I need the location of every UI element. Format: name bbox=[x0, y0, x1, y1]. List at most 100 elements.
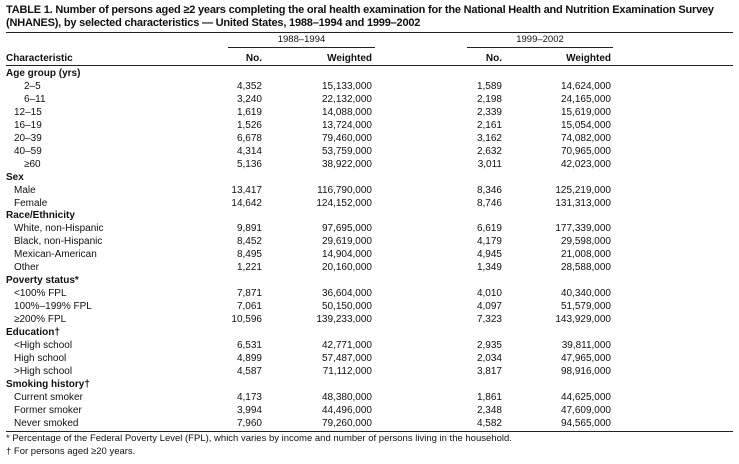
cell-weighted-1999-2002: 47,609,000 bbox=[560, 404, 611, 416]
row-label: Never smoked bbox=[14, 417, 79, 429]
cell-no-1988-1994: 7,061 bbox=[236, 301, 262, 313]
table-row: Former smoker 3,994 44,496,000 2,348 47,609,… bbox=[0, 404, 739, 417]
category-row: Sex bbox=[0, 171, 739, 184]
category-row: Smoking history† bbox=[0, 378, 739, 391]
cell-weighted-1999-2002: 21,008,000 bbox=[560, 249, 611, 261]
header-no-1988: No. bbox=[245, 53, 262, 64]
cell-no-1999-2002: 4,179 bbox=[476, 236, 502, 248]
cell-no-1999-2002: 7,323 bbox=[476, 314, 502, 326]
cell-no-1988-1994: 4,173 bbox=[236, 391, 262, 403]
row-label: 16–19 bbox=[14, 119, 42, 131]
cell-weighted-1988-1994: 13,724,000 bbox=[321, 119, 372, 131]
cell-no-1999-2002: 6,619 bbox=[476, 223, 502, 235]
cell-weighted-1999-2002: 70,965,000 bbox=[560, 145, 611, 157]
cell-weighted-1988-1994: 71,112,000 bbox=[322, 365, 372, 377]
cell-no-1999-2002: 3,162 bbox=[476, 132, 502, 144]
table-row: 100%–199% FPL 7,061 50,150,000 4,097 51,579,… bbox=[0, 300, 739, 313]
cell-no-1988-1994: 4,899 bbox=[236, 352, 262, 364]
cell-weighted-1999-2002: 177,339,000 bbox=[555, 223, 611, 235]
cell-no-1988-1994: 5,136 bbox=[236, 158, 262, 170]
table-row: Current smoker 4,173 48,380,000 1,861 44,625… bbox=[0, 391, 739, 404]
header-characteristic: Characteristic bbox=[6, 53, 73, 64]
category-row: Age group (yrs) bbox=[0, 67, 739, 80]
cell-no-1999-2002: 2,339 bbox=[476, 106, 502, 118]
table-row: 12–15 1,619 14,088,000 2,339 15,619,000 bbox=[0, 106, 739, 119]
cell-no-1988-1994: 13,417 bbox=[231, 184, 262, 196]
table-row: High school 4,899 57,487,000 2,034 47,965,00… bbox=[0, 352, 739, 365]
cell-weighted-1999-2002: 125,219,000 bbox=[555, 184, 611, 196]
cell-weighted-1988-1994: 22,132,000 bbox=[321, 93, 372, 105]
cell-no-1999-2002: 2,161 bbox=[476, 119, 502, 131]
category-label: Age group (yrs) bbox=[6, 68, 81, 79]
category-label: Race/Ethnicity bbox=[6, 210, 75, 222]
cell-weighted-1988-1994: 44,496,000 bbox=[321, 404, 372, 416]
table-row: 6–11 3,240 22,132,000 2,198 24,165,000 bbox=[0, 93, 739, 106]
row-label: Black, non-Hispanic bbox=[14, 236, 103, 248]
table-row: <100% FPL 7,871 36,604,000 4,010 40,340,000 bbox=[0, 287, 739, 300]
cell-no-1999-2002: 2,034 bbox=[476, 352, 502, 364]
row-label: 12–15 bbox=[14, 106, 42, 118]
table-row: 40–59 4,314 53,759,000 2,632 70,965,000 bbox=[0, 145, 739, 158]
footnote-poverty: * Percentage of the Federal Poverty Leve… bbox=[6, 433, 512, 444]
cell-no-1988-1994: 9,891 bbox=[236, 223, 262, 235]
header-weighted-1988: Weighted bbox=[327, 53, 372, 64]
cell-weighted-1988-1994: 124,152,000 bbox=[316, 197, 372, 209]
cell-no-1988-1994: 1,526 bbox=[236, 119, 262, 131]
header-rule bbox=[6, 65, 733, 66]
category-row: Poverty status* bbox=[0, 274, 739, 287]
cell-no-1999-2002: 4,582 bbox=[476, 417, 502, 429]
cell-weighted-1988-1994: 139,233,000 bbox=[316, 314, 372, 326]
row-label: 20–39 bbox=[14, 132, 42, 144]
cell-no-1988-1994: 4,352 bbox=[236, 80, 262, 92]
table-row: Mexican-American 8,495 14,904,000 4,945 21,0… bbox=[0, 248, 739, 261]
cell-weighted-1988-1994: 79,260,000 bbox=[321, 417, 372, 429]
row-label: Other bbox=[14, 262, 40, 274]
category-label: Education† bbox=[6, 327, 60, 338]
table-row: ≥60 5,136 38,922,000 3,011 42,023,000 bbox=[0, 158, 739, 171]
table-row: >High school 4,587 71,112,000 3,817 98,916,0… bbox=[0, 365, 739, 378]
table-row: Male 13,417 116,790,000 8,346 125,219,000 bbox=[0, 184, 739, 197]
row-label: Former smoker bbox=[14, 404, 82, 416]
table-row: ≥200% FPL 10,596 139,233,000 7,323 143,929,0… bbox=[0, 313, 739, 326]
cell-no-1999-2002: 8,746 bbox=[476, 197, 502, 209]
period-header-1999-2002: 1999–2002 bbox=[516, 34, 564, 45]
table-row: White, non-Hispanic 9,891 97,695,000 6,619 1… bbox=[0, 222, 739, 235]
cell-weighted-1988-1994: 57,487,000 bbox=[321, 352, 372, 364]
cell-weighted-1999-2002: 143,929,000 bbox=[555, 314, 611, 326]
row-label: 2–5 bbox=[24, 80, 41, 92]
row-label: Current smoker bbox=[14, 391, 83, 403]
cell-weighted-1988-1994: 97,695,000 bbox=[321, 223, 372, 235]
cell-weighted-1999-2002: 74,082,000 bbox=[560, 132, 611, 144]
category-label: Sex bbox=[6, 171, 24, 183]
table-row: 16–19 1,526 13,724,000 2,161 15,054,000 bbox=[0, 119, 739, 132]
cell-weighted-1988-1994: 36,604,000 bbox=[321, 288, 372, 300]
cell-weighted-1988-1994: 79,460,000 bbox=[321, 132, 372, 144]
header-no-1999: No. bbox=[485, 53, 502, 64]
top-rule bbox=[6, 32, 733, 33]
cell-weighted-1999-2002: 15,054,000 bbox=[560, 119, 611, 131]
cell-no-1988-1994: 6,531 bbox=[236, 339, 262, 351]
cell-no-1988-1994: 10,596 bbox=[231, 314, 262, 326]
cell-weighted-1999-2002: 98,916,000 bbox=[560, 365, 611, 377]
cell-weighted-1999-2002: 15,619,000 bbox=[560, 106, 611, 118]
cell-weighted-1999-2002: 14,624,000 bbox=[560, 80, 611, 92]
table-row: 20–39 6,678 79,460,000 3,162 74,082,000 bbox=[0, 132, 739, 145]
cell-weighted-1999-2002: 39,811,000 bbox=[561, 339, 611, 351]
row-label: 100%–199% FPL bbox=[14, 301, 92, 313]
footnote-age: † For persons aged ≥20 years. bbox=[6, 446, 136, 457]
table-row: Never smoked 7,960 79,260,000 4,582 94,565,0… bbox=[0, 417, 739, 430]
cell-weighted-1988-1994: 38,922,000 bbox=[321, 158, 372, 170]
table-title: TABLE 1. Number of persons aged ≥2 years… bbox=[6, 4, 714, 29]
cell-weighted-1999-2002: 40,340,000 bbox=[560, 288, 611, 300]
cell-no-1988-1994: 7,871 bbox=[236, 288, 262, 300]
cell-weighted-1988-1994: 42,771,000 bbox=[321, 339, 372, 351]
table-row: Female 14,642 124,152,000 8,746 131,313,000 bbox=[0, 197, 739, 210]
row-label: Male bbox=[14, 184, 36, 196]
cell-no-1999-2002: 3,817 bbox=[476, 365, 502, 377]
cell-weighted-1988-1994: 14,904,000 bbox=[321, 249, 372, 261]
cell-weighted-1999-2002: 94,565,000 bbox=[560, 417, 611, 429]
row-label: ≥200% FPL bbox=[14, 314, 67, 326]
cell-no-1988-1994: 4,314 bbox=[236, 145, 262, 157]
cell-weighted-1999-2002: 47,965,000 bbox=[560, 352, 611, 364]
